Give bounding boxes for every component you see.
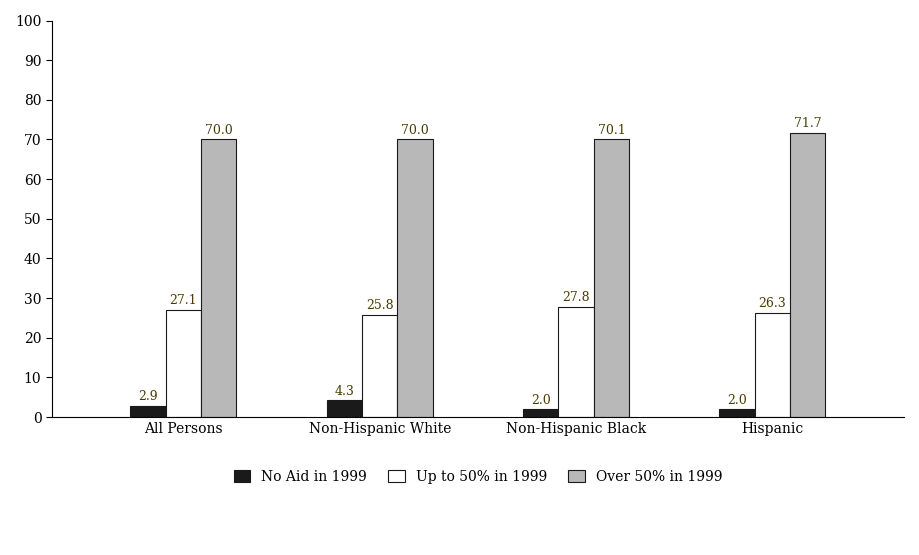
Text: 71.7: 71.7 [794,117,822,130]
Bar [559,307,594,417]
Bar [790,133,825,417]
Bar [720,409,754,417]
Bar [523,409,559,417]
Bar [326,400,362,417]
Text: 2.0: 2.0 [531,393,550,407]
Bar [754,313,790,417]
Text: 26.3: 26.3 [758,297,787,310]
Text: 27.8: 27.8 [562,291,590,305]
Bar [165,310,201,417]
Bar [594,139,630,417]
Text: 25.8: 25.8 [366,299,393,312]
Text: 70.1: 70.1 [597,124,625,137]
Text: 27.1: 27.1 [169,294,198,307]
Bar [362,315,397,417]
Text: 2.9: 2.9 [138,390,158,403]
Bar [201,139,236,417]
Text: 70.0: 70.0 [205,124,233,137]
Legend: No Aid in 1999, Up to 50% in 1999, Over 50% in 1999: No Aid in 1999, Up to 50% in 1999, Over … [228,465,728,490]
Text: 4.3: 4.3 [335,385,355,397]
Text: 70.0: 70.0 [402,124,429,137]
Bar [130,406,165,417]
Text: 2.0: 2.0 [727,393,747,407]
Bar [397,139,433,417]
